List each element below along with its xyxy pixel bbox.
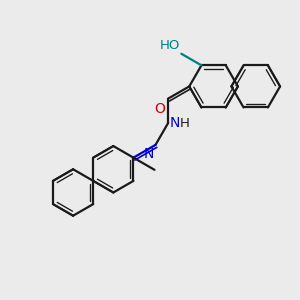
Text: HO: HO: [160, 39, 180, 52]
Text: N: N: [143, 147, 154, 160]
Text: N: N: [170, 116, 180, 130]
Text: H: H: [180, 117, 190, 130]
Text: O: O: [154, 102, 165, 116]
